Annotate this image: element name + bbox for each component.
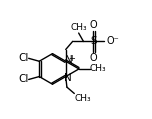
Text: CH₃: CH₃ xyxy=(70,23,87,32)
Text: S: S xyxy=(90,36,97,46)
Text: CH₃: CH₃ xyxy=(75,94,91,103)
Text: +: + xyxy=(69,54,75,63)
Text: N: N xyxy=(65,55,73,65)
Text: O: O xyxy=(90,53,97,63)
Text: N: N xyxy=(64,73,72,83)
Text: CH₃: CH₃ xyxy=(90,64,107,73)
Text: O: O xyxy=(90,20,97,30)
Text: O⁻: O⁻ xyxy=(107,36,120,46)
Text: Cl: Cl xyxy=(18,53,28,63)
Text: Cl: Cl xyxy=(18,74,28,84)
